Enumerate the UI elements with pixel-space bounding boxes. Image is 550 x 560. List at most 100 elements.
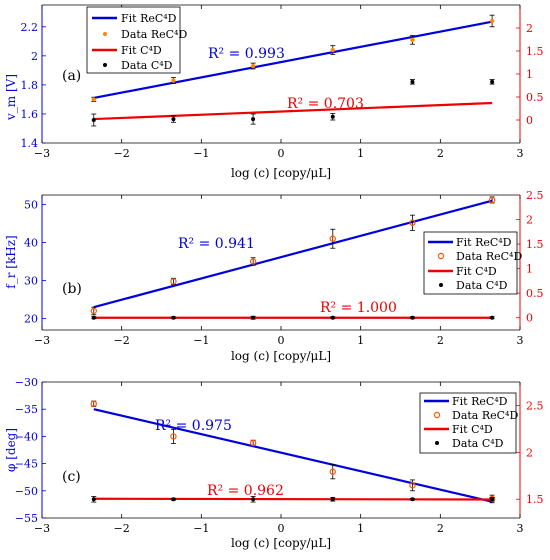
legend-c: Fit ReC⁴D Data ReC⁴D Fit C⁴D Data C⁴D xyxy=(419,392,518,454)
data-point-cd-c xyxy=(171,497,176,502)
panel-label-c: (c) xyxy=(62,469,81,485)
data-point-cd-b xyxy=(91,315,96,320)
legend-box-c xyxy=(419,392,517,454)
legend-a: Fit ReC⁴D Data ReC⁴D Fit C⁴D Data C⁴D xyxy=(86,6,187,74)
legend-label-data-cd-c: Data C⁴D xyxy=(452,437,504,450)
x-tick-label-a: 3 xyxy=(517,147,524,160)
x-tick-label-a: 0 xyxy=(278,147,285,160)
x-tick-label-b: −2 xyxy=(114,334,130,347)
r2-annotation-recd-a: R² = 0.993 xyxy=(208,46,285,62)
legend-label-fit-cd-b: Fit C⁴D xyxy=(456,265,497,278)
data-point-cd-a xyxy=(330,114,335,119)
data-point-recd-b xyxy=(90,307,97,315)
y-tick-label-b: 50 xyxy=(24,199,38,212)
panel-a: −3 −2 −1 0 1 2 3 1.4 1.6 1.8 2 2.2 0 0.5 1 1.5 2 v_m [V]… xyxy=(4,4,544,180)
data-point-cd-a xyxy=(171,117,176,122)
x-tick-label-b: 3 xyxy=(517,334,524,347)
data-point-recd-a xyxy=(410,37,415,43)
data-point-cd-b xyxy=(171,315,176,320)
data-point-recd-b xyxy=(488,196,496,204)
x-tick-label-b: 1 xyxy=(357,334,364,347)
x-tick-label-c: 3 xyxy=(517,522,524,535)
x-tick-label-c: −2 xyxy=(114,522,130,535)
legend-label-data-recd-b: Data ReC⁴D xyxy=(456,250,522,263)
legend-label-fit-cd-a: Fit C⁴D xyxy=(121,44,162,57)
legend-label-fit-recd-c: Fit ReC⁴D xyxy=(452,395,508,408)
data-point-cd-c xyxy=(91,497,96,502)
y2-tick-label-a: 0 xyxy=(526,114,533,127)
fit-line-recd-b xyxy=(93,199,493,309)
panel-b: −3 −2 −1 0 1 2 3 20 30 40 50 0 0.5 1 1.5 2 2.5 f_r [kHz]… xyxy=(4,189,544,363)
y-axis-label-b: f_r [kHz] xyxy=(4,235,18,288)
data-point-cd-b xyxy=(490,315,495,320)
data-point-cd-b xyxy=(251,315,256,320)
r2-annotation-cd-b: R² = 1.000 xyxy=(320,300,397,316)
y2-tick-label-c: 1.5 xyxy=(526,493,544,506)
y-tick-label-a: 2.2 xyxy=(21,21,39,34)
data-point-cd-b xyxy=(410,315,415,320)
legend-label-data-recd-c: Data ReC⁴D xyxy=(452,409,518,422)
data-point-cd-a xyxy=(251,117,256,122)
y-tick-label-b: 40 xyxy=(24,237,38,250)
y-tick-label-c: −45 xyxy=(15,458,38,471)
fit-line-recd-c xyxy=(93,408,493,503)
y2-tick-label-b: 2 xyxy=(526,214,533,227)
x-tick-label-c: 1 xyxy=(357,522,364,535)
data-point-cd-a xyxy=(490,79,495,84)
data-point-recd-b xyxy=(409,219,416,226)
data-point-recd-c xyxy=(329,468,336,475)
data-point-cd-c xyxy=(490,497,495,502)
y2-tick-label-b: 1.5 xyxy=(526,238,544,251)
y2-tick-label-a: 1 xyxy=(526,68,533,81)
y2-tick-label-a: 2 xyxy=(526,22,533,35)
y-tick-label-a: 1.8 xyxy=(21,79,39,92)
legend-label-fit-cd-c: Fit C⁴D xyxy=(452,423,493,436)
x-axis-label-c: log (c) [copy/μL] xyxy=(231,536,331,550)
data-point-recd-a xyxy=(330,47,335,53)
x-tick-label-a: 1 xyxy=(357,147,364,160)
x-tick-label-c: 0 xyxy=(278,522,285,535)
data-point-recd-c xyxy=(409,482,416,489)
x-axis-label-a: log (c) [copy/μL] xyxy=(231,166,331,180)
data-point-recd-c xyxy=(90,400,97,407)
x-tick-label-b: −3 xyxy=(34,334,50,347)
r2-annotation-recd-c: R² = 0.975 xyxy=(155,418,232,434)
data-point-recd-b xyxy=(249,258,257,265)
y-tick-label-b: 30 xyxy=(24,275,38,288)
y-tick-label-c: −40 xyxy=(15,430,38,443)
fit-line-cd-c xyxy=(93,497,493,501)
y-tick-label-a: 1.4 xyxy=(21,137,39,150)
legend-swatch-data-cd-a xyxy=(103,63,107,67)
legend-label-data-cd-a: Data C⁴D xyxy=(121,59,173,72)
legend-swatch-data-recd-b xyxy=(437,252,445,260)
y-tick-label-c: −30 xyxy=(15,376,38,389)
y-tick-label-c: −55 xyxy=(15,512,38,525)
legend-label-fit-recd-a: Fit ReC⁴D xyxy=(121,12,177,25)
y2-tick-label-b: 0.5 xyxy=(526,287,544,300)
r2-annotation-cd-a: R² = 0.703 xyxy=(287,96,364,112)
data-point-cd-c xyxy=(410,497,415,502)
y-tick-label-a: 1.6 xyxy=(21,108,39,121)
data-point-cd-c xyxy=(251,497,256,502)
x-tick-label-b: 2 xyxy=(437,334,444,347)
x-tick-label-b: 0 xyxy=(278,334,285,347)
y-tick-label-c: −35 xyxy=(15,403,38,416)
x-tick-label-c: −3 xyxy=(34,522,50,535)
x-tick-label-c: −1 xyxy=(193,522,209,535)
r2-annotation-cd-c: R² = 0.962 xyxy=(207,483,284,499)
legend-label-data-recd-a: Data ReC⁴D xyxy=(121,28,187,41)
data-point-recd-c xyxy=(249,439,257,447)
legend-swatch-data-recd-c xyxy=(433,411,441,419)
data-point-cd-a xyxy=(91,118,96,122)
y-tick-label-c: −50 xyxy=(15,485,38,498)
data-point-recd-a xyxy=(91,97,96,102)
x-tick-label-a: −3 xyxy=(34,147,50,160)
data-point-recd-c xyxy=(170,433,177,440)
y2-tick-label-b: 1 xyxy=(526,263,533,276)
y-axis-label-a: v_m [V] xyxy=(4,74,18,121)
y-axis-label-c: φ [deg] xyxy=(4,428,18,472)
y2-tick-label-b: 0 xyxy=(526,312,533,325)
y-tick-label-b: 20 xyxy=(24,313,38,326)
data-point-recd-a xyxy=(489,18,495,24)
